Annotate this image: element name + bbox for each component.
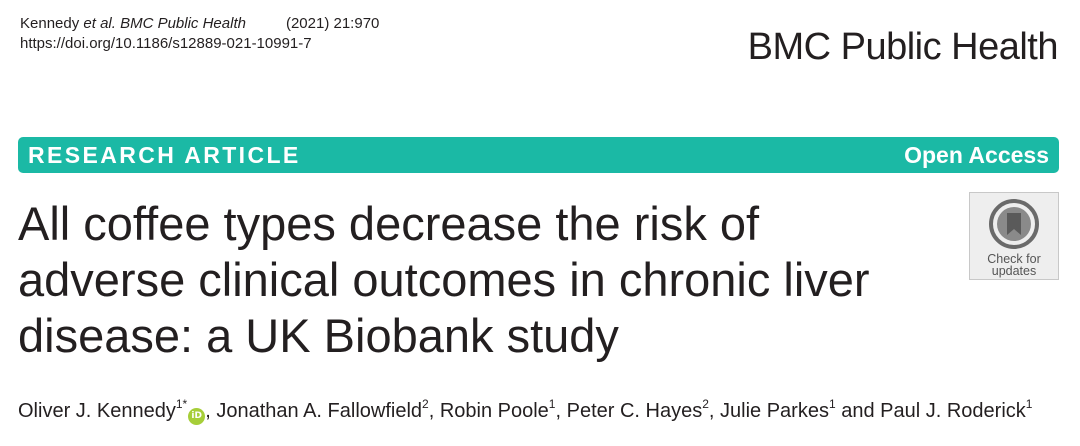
check-for-updates-label: Check for updates — [987, 252, 1041, 278]
author-name[interactable]: Oliver J. Kennedy — [18, 400, 176, 422]
author-name[interactable]: Jonathan A. Fallowfield — [216, 400, 423, 422]
citation-header: Kennedy et al. BMC Public Health (2021) … — [20, 14, 379, 54]
title-line: All coffee types decrease the risk of — [18, 197, 760, 250]
journal-logo: BMC Public Health — [747, 26, 1059, 68]
open-access-label: Open Access — [904, 141, 1049, 168]
doi-link[interactable]: https://doi.org/10.1186/s12889-021-10991… — [20, 35, 312, 52]
author-list: Oliver J. Kennedy1*iD, Jonathan A. Fallo… — [18, 390, 1032, 425]
article-title: All coffee types decrease the risk of ad… — [18, 196, 938, 364]
affiliation-marker: 1 — [828, 397, 836, 411]
affiliation-marker: 2 — [702, 397, 709, 411]
author-name[interactable]: Paul J. Roderick — [880, 400, 1026, 422]
orcid-icon[interactable]: iD — [188, 408, 206, 425]
check-for-updates-button[interactable]: Check for updates — [969, 192, 1059, 280]
affiliation-marker: 2 — [422, 397, 429, 411]
article-type-banner: RESEARCH ARTICLE Open Access — [18, 137, 1059, 173]
title-line: adverse clinical outcomes in chronic liv… — [18, 253, 870, 306]
affiliation-marker: 1 — [1025, 397, 1033, 411]
citation-authors: Kennedy et al. BMC Public Health — [20, 15, 246, 32]
affiliation-marker: 1* — [175, 397, 188, 411]
title-line: disease: a UK Biobank study — [18, 309, 619, 362]
article-type-label: RESEARCH ARTICLE — [28, 141, 301, 168]
author-name[interactable]: Julie Parkes — [720, 400, 829, 422]
author-name[interactable]: Peter C. Hayes — [566, 400, 703, 422]
author-name[interactable]: Robin Poole — [439, 400, 549, 422]
affiliation-marker: 1 — [548, 397, 556, 411]
bookmark-icon — [989, 199, 1039, 249]
citation-year-volume: (2021) 21:970 — [285, 15, 380, 32]
